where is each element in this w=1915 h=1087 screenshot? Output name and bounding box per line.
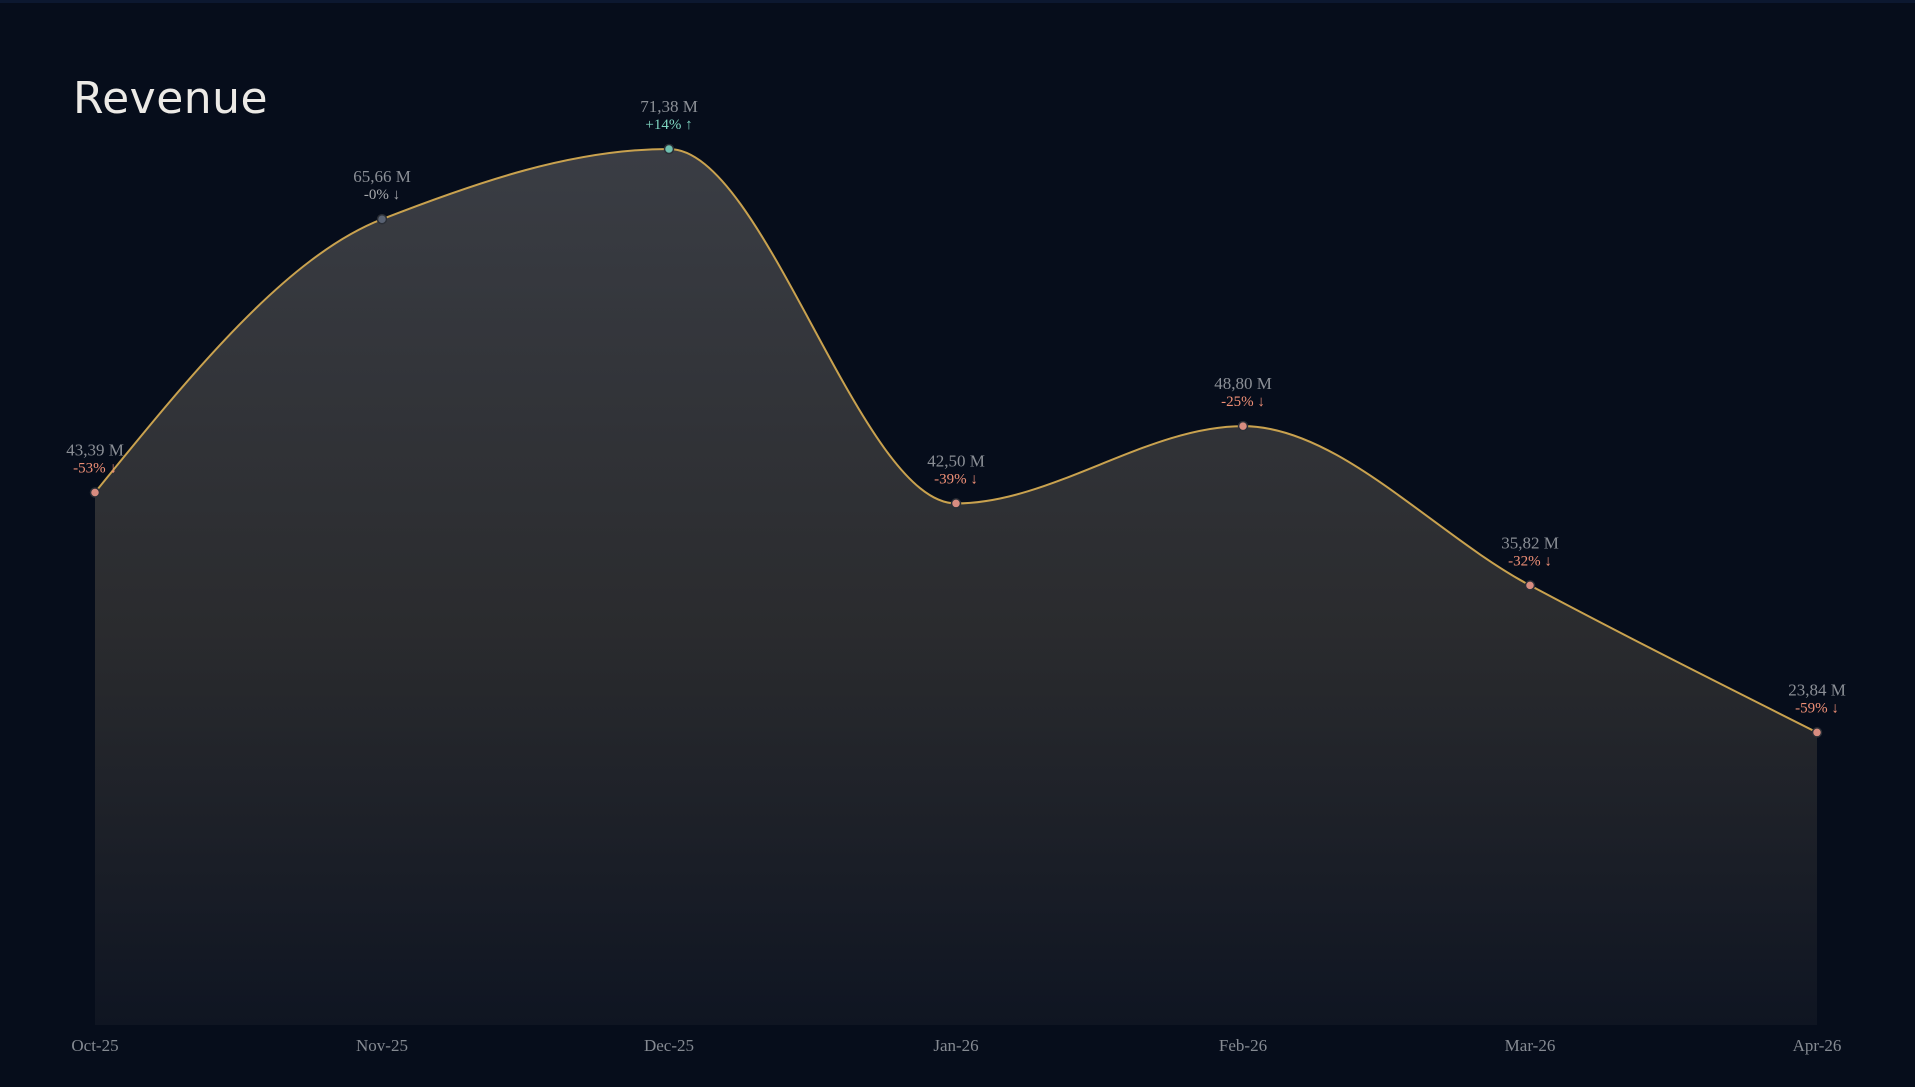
change-label: -32% ↓ — [1508, 553, 1552, 569]
x-tick-label: Mar-26 — [1505, 1036, 1556, 1055]
value-label: 48,80 M — [1214, 374, 1272, 393]
x-tick-label: Nov-25 — [356, 1036, 408, 1055]
value-label: 65,66 M — [353, 167, 411, 186]
revenue-area-chart: 43,39 M-53% ↓ 65,66 M-0% ↓ 71,38 M+14% ↑ 42… — [66, 97, 1846, 1055]
change-label: -59% ↓ — [1795, 700, 1839, 716]
x-tick-label: Oct-25 — [71, 1036, 118, 1055]
value-label: 23,84 M — [1788, 680, 1846, 699]
value-label: 43,39 M — [66, 441, 124, 460]
data-point[interactable] — [663, 143, 675, 155]
change-label: -0% ↓ — [364, 187, 400, 203]
data-point[interactable] — [950, 498, 962, 509]
value-label: 42,50 M — [927, 451, 985, 470]
x-tick-label: Dec-25 — [644, 1036, 694, 1055]
area-fill — [95, 149, 1817, 1025]
value-label: 35,82 M — [1501, 533, 1559, 552]
data-point[interactable] — [376, 213, 388, 225]
data-point[interactable] — [1524, 580, 1536, 591]
chart-title: Revenue — [73, 73, 269, 124]
x-tick-label: Feb-26 — [1219, 1036, 1267, 1055]
change-label: -53% ↓ — [73, 461, 117, 477]
data-point[interactable] — [1811, 727, 1823, 738]
data-point[interactable] — [1237, 420, 1249, 432]
change-label: +14% ↑ — [645, 117, 692, 133]
change-label: -25% ↓ — [1221, 394, 1265, 410]
x-tick-label: Jan-26 — [933, 1036, 978, 1055]
value-label: 71,38 M — [640, 97, 698, 116]
x-tick-label: Apr-26 — [1793, 1036, 1842, 1055]
change-label: -39% ↓ — [934, 471, 978, 487]
data-point[interactable] — [89, 487, 101, 498]
